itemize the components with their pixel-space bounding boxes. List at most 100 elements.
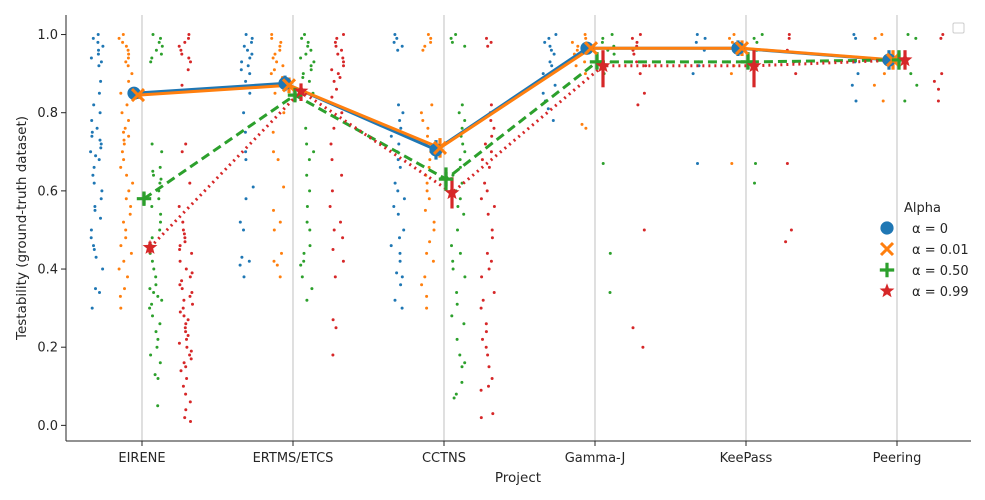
strip-point-3-0 xyxy=(177,205,181,208)
strip-point-2-1 xyxy=(309,68,313,72)
strip-point-0-0 xyxy=(98,291,101,294)
strip-point-2-2 xyxy=(461,142,465,146)
strip-point-1-2 xyxy=(432,220,436,224)
strip-point-3-0 xyxy=(189,357,193,361)
strip-point-3-2 xyxy=(484,322,488,326)
strip-point-3-2 xyxy=(486,353,490,357)
strip-point-0-1 xyxy=(250,52,254,56)
strip-point-1-1 xyxy=(280,251,283,255)
strip-point-3-5 xyxy=(940,72,944,76)
strip-point-1-1 xyxy=(272,259,276,263)
strip-point-0-0 xyxy=(92,181,96,185)
strip-point-1-5 xyxy=(872,83,876,87)
strip-point-1-2 xyxy=(430,103,434,107)
strip-point-0-5 xyxy=(852,33,856,36)
strip-point-2-0 xyxy=(149,60,153,64)
strip-point-0-2 xyxy=(400,44,404,48)
strip-point-2-0 xyxy=(158,181,162,185)
strip-point-2-0 xyxy=(156,377,160,380)
strip-point-3-0 xyxy=(182,361,186,365)
strip-point-0-3 xyxy=(547,36,551,40)
strip-point-3-2 xyxy=(480,275,484,279)
strip-point-2-0 xyxy=(154,48,158,52)
strip-point-0-0 xyxy=(99,79,103,83)
strip-point-1-0 xyxy=(123,126,127,130)
strip-point-0-0 xyxy=(100,189,104,193)
strip-point-3-5 xyxy=(936,99,940,103)
strip-point-1-0 xyxy=(119,165,123,169)
strip-point-0-2 xyxy=(399,283,403,287)
strip-point-1-2 xyxy=(423,208,427,212)
strip-point-3-2 xyxy=(490,228,494,232)
strip-point-2-2 xyxy=(457,111,461,115)
strip-point-0-5 xyxy=(854,36,858,40)
strip-point-1-0 xyxy=(122,138,126,142)
x-tick-label: EIRENE xyxy=(118,451,165,466)
strip-point-1-0 xyxy=(124,228,128,232)
strip-point-2-1 xyxy=(312,60,316,64)
strip-point-1-1 xyxy=(278,275,282,279)
strip-point-3-3 xyxy=(644,64,648,68)
strip-point-3-1 xyxy=(331,248,335,251)
strip-point-0-1 xyxy=(242,44,246,48)
strip-point-1-2 xyxy=(425,181,429,185)
mean-line-3 xyxy=(148,58,906,249)
strip-point-1-1 xyxy=(272,228,276,232)
strip-point-3-1 xyxy=(341,56,345,60)
strip-point-3-3 xyxy=(636,103,640,107)
strip-point-0-0 xyxy=(92,165,96,169)
strip-point-2-3 xyxy=(600,40,604,44)
strip-point-3-0 xyxy=(186,334,190,337)
strip-point-2-2 xyxy=(455,291,459,294)
strip-point-2-2 xyxy=(463,119,467,122)
strip-point-3-2 xyxy=(492,126,496,130)
strip-point-0-1 xyxy=(248,91,252,95)
strip-point-1-2 xyxy=(428,158,432,162)
strip-point-1-3 xyxy=(583,72,587,76)
strip-point-1-2 xyxy=(423,44,427,48)
strip-point-3-1 xyxy=(332,79,336,83)
strip-point-3-2 xyxy=(487,267,491,271)
strip-point-3-0 xyxy=(184,330,188,334)
strip-point-0-0 xyxy=(97,91,101,95)
strip-point-3-0 xyxy=(183,416,187,420)
strip-point-0-0 xyxy=(90,119,94,122)
strip-point-0-2 xyxy=(400,275,404,279)
strip-point-1-3 xyxy=(583,33,587,36)
mean-marker-1-3 xyxy=(583,41,599,56)
strip-point-3-0 xyxy=(184,267,188,271)
strip-point-2-0 xyxy=(156,404,160,408)
strip-point-1-0 xyxy=(124,44,128,48)
strip-point-3-0 xyxy=(178,310,182,314)
strip-point-0-0 xyxy=(93,205,97,208)
strip-point-3-0 xyxy=(177,341,181,345)
strip-point-1-0 xyxy=(119,91,123,95)
strip-point-1-0 xyxy=(127,119,130,122)
strip-point-0-2 xyxy=(398,119,402,122)
strip-point-3-1 xyxy=(339,220,342,224)
strip-point-3-2 xyxy=(486,44,490,48)
strip-point-3-2 xyxy=(481,298,485,302)
mean-marker-0-5 xyxy=(882,53,896,67)
strip-point-3-2 xyxy=(485,189,489,193)
strip-point-3-2 xyxy=(490,134,494,138)
strip-point-2-2 xyxy=(450,40,454,44)
strip-point-1-2 xyxy=(425,306,429,310)
mean-marker-2-2 xyxy=(438,171,454,187)
strip-point-1-0 xyxy=(126,56,130,60)
strip-point-3-0 xyxy=(188,275,192,279)
strip-point-3-2 xyxy=(479,306,483,310)
strip-point-0-3 xyxy=(553,83,557,87)
strip-point-2-2 xyxy=(460,103,464,107)
strip-point-0-0 xyxy=(99,197,103,201)
legend-marker-0 xyxy=(880,221,894,235)
strip-point-2-1 xyxy=(306,44,310,48)
strip-point-0-0 xyxy=(97,48,100,52)
strip-point-0-5 xyxy=(850,83,854,87)
strip-points xyxy=(89,33,945,423)
strip-point-2-2 xyxy=(458,197,462,201)
strip-point-3-5 xyxy=(937,87,940,91)
strip-point-0-0 xyxy=(93,208,97,212)
strip-point-3-1 xyxy=(338,76,342,79)
strip-point-3-0 xyxy=(177,44,181,48)
